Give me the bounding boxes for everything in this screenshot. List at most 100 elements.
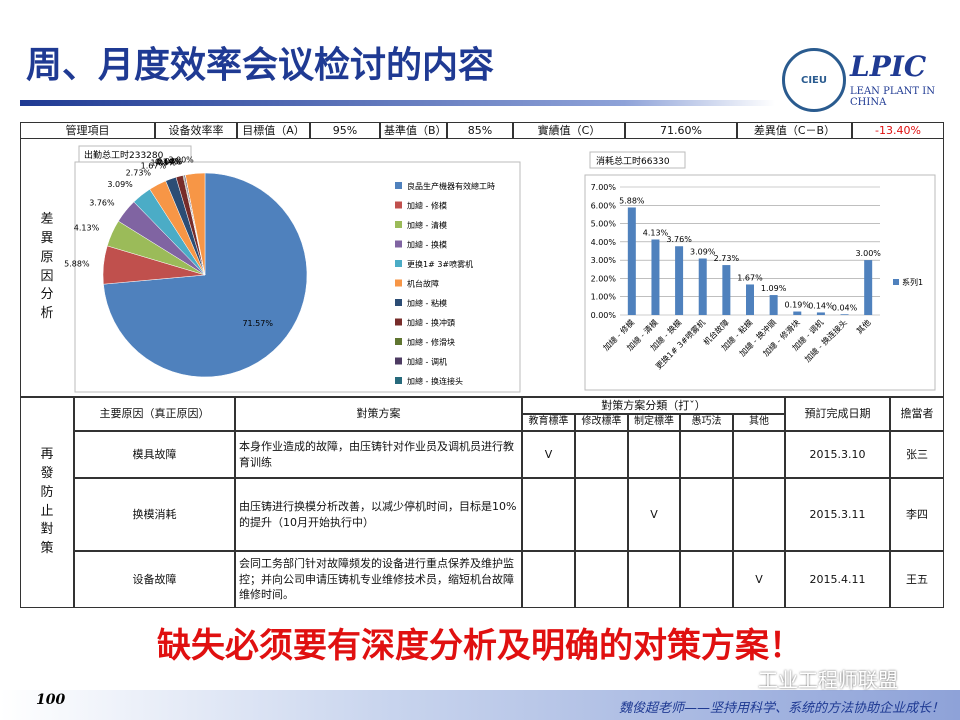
owner-cell: 王五 [890,551,944,608]
page-number: 100 [36,692,66,708]
data-label: 3.09% [107,180,133,189]
bar [793,311,802,315]
legend-label: 加總 - 修滑块 [407,337,455,347]
date-cell: 2015.4.11 [785,551,890,608]
bar [864,260,873,315]
data-label: 5.88% [64,259,90,268]
check-cell [575,551,628,608]
header-cell: 制定標準 [628,414,680,431]
legend-swatch [893,279,899,285]
check-cell [680,478,733,551]
bar [769,295,778,315]
cause-cell: 设备故障 [74,551,235,608]
legend-swatch [395,279,402,287]
plan-cell: 由压铸进行换模分析改善，以减少停机时间，目标是10%的提升（10月开始执行中） [235,478,522,551]
title-rule [20,100,775,106]
check-cell: V [733,551,785,608]
bar [722,265,731,315]
bar [675,246,684,315]
check-cell [628,551,680,608]
plan-cell: 会同工务部门针对故障频发的设备进行重点保养及维护监控；并向公司申请压铸机专业维修… [235,551,522,608]
cause-cell: 模具故障 [74,431,235,478]
summary-cell: 71.60% [625,122,737,139]
legend-swatch [395,260,402,267]
summary-cell: -13.40% [852,122,944,139]
header-cell: 擔當者 [890,397,944,431]
check-cell [680,431,733,478]
owner-cell: 李四 [890,478,944,551]
check-cell [522,478,575,551]
logo-text: LPIC [850,50,927,83]
summary-cell: 目標值（A） [237,122,310,139]
check-cell [575,431,628,478]
data-label: 3.09% [690,247,716,256]
legend-swatch [395,377,402,384]
section-label: 再發防止對策 [20,397,74,608]
data-label: 0.19% [785,301,811,310]
data-label: 5.88% [619,196,645,205]
legend-swatch [395,201,402,209]
header-cell: 愚巧法 [680,414,733,431]
y-tick-label: 3.00% [591,256,617,265]
data-label: 2.73% [126,168,152,177]
y-tick-label: 0.00% [591,311,617,320]
header-cell: 其他 [733,414,785,431]
pie-slice [185,172,206,276]
cause-cell: 换模消耗 [74,478,235,551]
legend-label: 加總 - 换连接头 [407,376,463,386]
section-label: 差異原因分析 [40,211,54,322]
legend-label: 良品生产機器有效總工時 [407,181,495,191]
y-tick-label: 1.00% [591,293,617,302]
summary-cell: 设备效率率 [155,122,237,139]
legend-label: 机台故障 [407,279,439,289]
check-cell [628,431,680,478]
data-label: 4.13% [74,223,100,232]
y-tick-label: 5.00% [591,220,617,229]
check-cell: V [628,478,680,551]
header-cell: 修改標準 [575,414,628,431]
data-label: 0.14% [808,301,834,310]
date-cell: 2015.3.11 [785,478,890,551]
legend-label: 更换1# 3#喷雾机 [407,259,473,269]
check-cell [522,551,575,608]
data-label: 3.76% [666,235,692,244]
legend-swatch [395,240,402,248]
data-label: 1.09% [151,159,177,168]
date-cell: 2015.3.10 [785,431,890,478]
summary-cell: 基準值（B） [380,122,447,139]
y-tick-label: 4.00% [591,238,617,247]
legend-swatch [395,299,402,306]
summary-cell: 85% [447,122,513,139]
header-cell: 對策方案分類（打ˇ） [522,397,785,414]
slide-title: 周、月度效率会议检讨的内容 [26,45,495,86]
pie-title-box [78,145,192,163]
legend-label: 加總 - 换模 [407,240,447,250]
legend-swatch [395,182,402,189]
y-tick-label: 7.00% [591,183,617,192]
data-label: 0.04% [832,303,858,312]
data-label: 3.00% [168,156,194,165]
data-label: 1.09% [761,284,787,293]
data-label: 4.13% [643,228,669,237]
y-tick-label: 6.00% [591,201,617,210]
data-label: 71.57% [242,319,273,328]
check-cell [575,478,628,551]
bar-frame [584,174,936,391]
owner-cell: 张三 [890,431,944,478]
data-label: 3.00% [855,249,881,258]
plan-cell: 本身作业造成的故障，由压铸针对作业员及调机员进行教育训练 [235,431,522,478]
summary-cell: 95% [310,122,380,139]
summary-cell: 管理項目 [20,122,155,139]
chart-title: 出勤总工时233280 [84,149,164,161]
legend-swatch [395,221,402,228]
data-label: 1.67% [141,162,167,171]
legend-label: 加總 - 粘模 [407,298,447,308]
legend-label: 系列1 [902,277,923,287]
summary-cell: 實績值（C） [513,122,625,139]
bar [627,207,636,315]
slogan: 缺失必须要有深度分析及明确的对策方案！ [157,626,803,666]
check-cell [733,478,785,551]
check-cell: V [522,431,575,478]
